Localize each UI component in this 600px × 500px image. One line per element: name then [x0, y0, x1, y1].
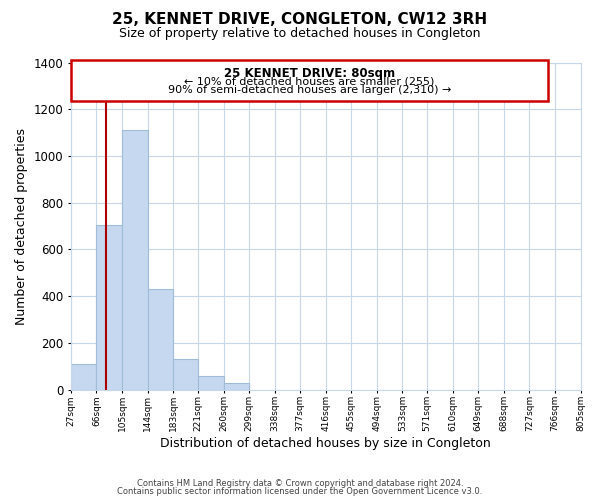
Text: Contains public sector information licensed under the Open Government Licence v3: Contains public sector information licen… [118, 487, 482, 496]
X-axis label: Distribution of detached houses by size in Congleton: Distribution of detached houses by size … [160, 437, 491, 450]
Bar [97, 225, 122, 390]
Text: 25, KENNET DRIVE, CONGLETON, CW12 3RH: 25, KENNET DRIVE, CONGLETON, CW12 3RH [112, 12, 488, 28]
Bar [148, 289, 173, 390]
Bar [122, 130, 148, 390]
Bar [224, 382, 249, 390]
Text: 25 KENNET DRIVE: 80sqm: 25 KENNET DRIVE: 80sqm [224, 66, 395, 80]
Bar [71, 364, 97, 390]
Text: Size of property relative to detached houses in Congleton: Size of property relative to detached ho… [119, 28, 481, 40]
Text: Contains HM Land Registry data © Crown copyright and database right 2024.: Contains HM Land Registry data © Crown c… [137, 478, 463, 488]
Bar [198, 376, 224, 390]
Bar [173, 359, 198, 390]
Text: 90% of semi-detached houses are larger (2,310) →: 90% of semi-detached houses are larger (… [167, 84, 451, 94]
Text: ← 10% of detached houses are smaller (255): ← 10% of detached houses are smaller (25… [184, 76, 434, 86]
Y-axis label: Number of detached properties: Number of detached properties [15, 128, 28, 324]
FancyBboxPatch shape [71, 60, 548, 100]
